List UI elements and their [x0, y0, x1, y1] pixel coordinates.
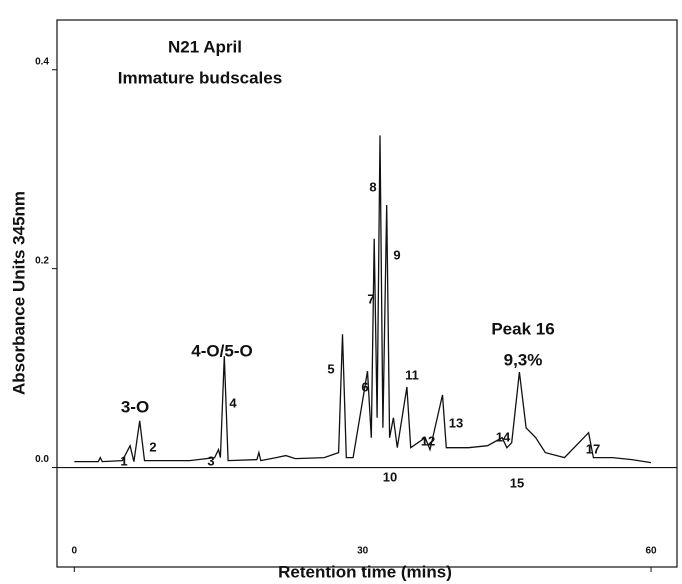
group-label: 3-O	[121, 397, 149, 416]
x-tick-label: 60	[645, 546, 657, 557]
plot-frame	[56, 19, 678, 568]
peak-label: 6	[361, 379, 368, 394]
peak-label: 1	[120, 453, 127, 468]
peak-label: 8	[369, 179, 376, 194]
group-label: 9,3%	[504, 350, 543, 369]
peak-label: 3	[207, 453, 214, 468]
peak-label: 12	[421, 433, 435, 448]
x-axis-label: Retention time (mins)	[278, 562, 452, 581]
group-label: Peak 16	[491, 319, 554, 338]
peak-label: 5	[327, 361, 334, 376]
peak-label: 13	[449, 415, 463, 430]
trace	[74, 135, 652, 464]
chart-subtitle: Immature budscales	[118, 68, 282, 87]
peak-label: 9	[393, 247, 400, 262]
peak-label: 15	[510, 475, 524, 490]
peak-label: 14	[496, 429, 511, 444]
peak-label: 4	[229, 395, 237, 410]
peak-label: 7	[367, 291, 374, 306]
x-tick-label: 0	[72, 546, 78, 557]
y-tick-label: 0.0	[35, 454, 49, 465]
y-tick-label: 0.4	[35, 56, 49, 67]
peak-label: 17	[586, 441, 600, 456]
y-tick-label: 0.2	[35, 255, 49, 266]
x-tick-label: 30	[357, 546, 369, 557]
peak-label: 10	[383, 469, 397, 484]
y-axis-label: Absorbance Units 345nm	[9, 191, 28, 395]
group-label: 4-O/5-O	[191, 341, 252, 360]
peak-label: 2	[149, 439, 156, 454]
chart-title: N21 April	[168, 37, 242, 56]
peak-label: 11	[405, 367, 419, 382]
